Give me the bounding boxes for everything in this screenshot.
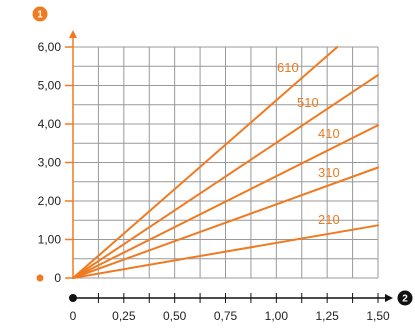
- x-tick-label: 1,00: [265, 309, 289, 323]
- y-axis-arrow: [69, 30, 77, 38]
- x-tick-label: 0,75: [214, 309, 238, 323]
- x-axis-arrow: [385, 294, 393, 302]
- y-axis-badge: [32, 6, 48, 22]
- x-tick-label: 0,50: [163, 309, 187, 323]
- series-label-310: 310: [318, 165, 340, 180]
- y-tick-label: 6,00: [38, 40, 62, 54]
- x-tick-label: 0: [70, 309, 77, 323]
- y-tick-label: 4,00: [38, 117, 62, 131]
- x-axis-origin-dot: [69, 294, 77, 302]
- y-tick-label: 0: [54, 271, 61, 285]
- series-label-410: 410: [318, 126, 340, 141]
- y-tick-label: 2,00: [38, 194, 62, 208]
- series-line-510: [72, 74, 379, 279]
- series-line-410: [72, 124, 379, 279]
- series-line-210: [72, 224, 379, 279]
- series-label-610: 610: [277, 60, 299, 75]
- y-origin-dot: [36, 274, 44, 282]
- series-line-610: [72, 46, 339, 279]
- y-axis-badge-label: 1: [37, 10, 43, 21]
- x-tick-label: 0,25: [112, 309, 136, 323]
- y-tick-label: 1,00: [38, 233, 62, 247]
- x-axis-badge-label: 2: [402, 294, 408, 305]
- series-line-310: [72, 166, 379, 279]
- series-label-510: 510: [297, 95, 319, 110]
- x-tick-label: 1,50: [366, 309, 390, 323]
- y-tick-label: 3,00: [38, 156, 62, 170]
- x-axis-badge: [397, 290, 413, 306]
- series-label-210: 210: [318, 212, 340, 227]
- y-tick-label: 5,00: [38, 79, 62, 93]
- x-tick-label: 1,25: [315, 309, 339, 323]
